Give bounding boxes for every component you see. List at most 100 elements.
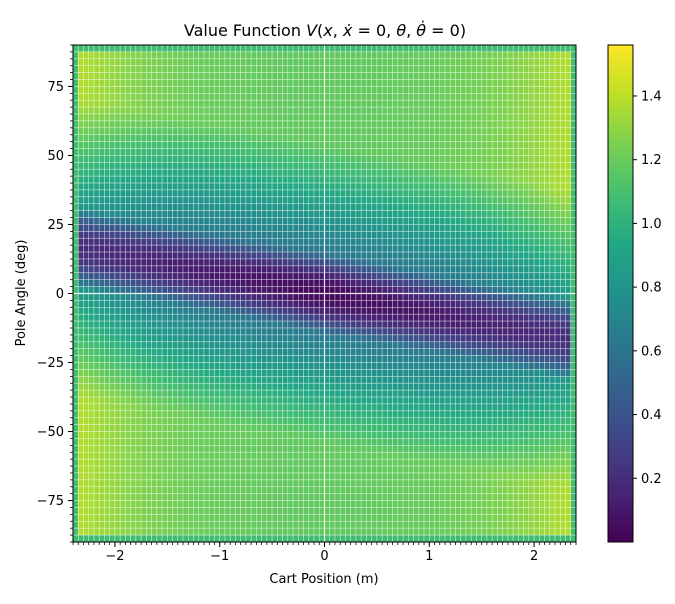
heatmap-cell bbox=[172, 334, 179, 343]
heatmap-cell bbox=[266, 196, 273, 205]
heatmap-cell bbox=[292, 355, 299, 363]
heatmap-cell bbox=[72, 272, 79, 280]
heatmap-cell bbox=[203, 244, 210, 253]
heatmap-cell bbox=[156, 341, 163, 350]
heatmap-cell bbox=[544, 203, 551, 211]
heatmap-cell bbox=[565, 369, 572, 377]
heatmap-cell bbox=[329, 106, 336, 115]
heatmap-cell bbox=[140, 155, 147, 163]
heatmap-cell bbox=[497, 279, 503, 287]
heatmap-cell bbox=[277, 196, 283, 205]
heatmap-cell bbox=[465, 327, 472, 336]
heatmap-cell bbox=[72, 251, 79, 260]
heatmap-cell bbox=[88, 113, 95, 122]
heatmap-cell bbox=[402, 369, 409, 377]
heatmap-cell bbox=[408, 72, 414, 80]
heatmap-cell bbox=[559, 265, 566, 274]
heatmap-cell bbox=[297, 348, 304, 356]
heatmap-cell bbox=[151, 300, 158, 308]
heatmap-cell bbox=[256, 307, 262, 315]
heatmap-cell bbox=[104, 327, 110, 336]
heatmap-cell bbox=[518, 334, 524, 343]
heatmap-cell bbox=[376, 279, 383, 287]
heatmap-cell bbox=[146, 244, 152, 253]
heatmap-cell bbox=[308, 382, 315, 391]
heatmap-cell bbox=[135, 175, 142, 184]
heatmap-cell bbox=[125, 313, 131, 322]
heatmap-cell bbox=[146, 99, 152, 108]
heatmap-cell bbox=[465, 369, 472, 377]
heatmap-cell bbox=[491, 120, 498, 129]
heatmap-cell bbox=[413, 355, 420, 363]
heatmap-cell bbox=[250, 362, 257, 370]
heatmap-cell bbox=[245, 244, 252, 253]
heatmap-cell bbox=[413, 382, 420, 391]
heatmap-cell bbox=[360, 148, 367, 156]
heatmap-cell bbox=[413, 258, 420, 267]
heatmap-cell bbox=[109, 99, 116, 108]
heatmap-cell bbox=[449, 196, 456, 205]
heatmap-cell bbox=[507, 382, 514, 391]
heatmap-cell bbox=[214, 279, 221, 287]
heatmap-cell bbox=[423, 382, 430, 391]
heatmap-cell bbox=[350, 369, 357, 377]
heatmap-cell bbox=[549, 44, 556, 53]
heatmap-cell bbox=[109, 106, 116, 115]
heatmap-cell bbox=[502, 182, 509, 191]
heatmap-cell bbox=[418, 51, 425, 60]
heatmap-cell bbox=[313, 168, 320, 177]
heatmap-cell bbox=[167, 134, 173, 142]
heatmap-cell bbox=[544, 237, 551, 246]
heatmap-cell bbox=[193, 210, 200, 218]
heatmap-cell bbox=[539, 51, 545, 60]
heatmap-cell bbox=[539, 44, 545, 53]
heatmap-cell bbox=[392, 58, 399, 67]
heatmap-cell bbox=[313, 348, 320, 356]
heatmap-cell bbox=[539, 65, 545, 73]
heatmap-cell bbox=[565, 72, 572, 80]
heatmap-cell bbox=[345, 72, 351, 80]
heatmap-cell bbox=[177, 341, 184, 350]
heatmap-cell bbox=[167, 196, 173, 205]
heatmap-cell bbox=[98, 293, 105, 301]
heatmap-cell bbox=[381, 348, 388, 356]
heatmap-cell bbox=[381, 320, 388, 329]
heatmap-cell bbox=[214, 148, 221, 156]
heatmap-cell bbox=[72, 293, 79, 301]
heatmap-cell bbox=[250, 120, 257, 129]
heatmap-cell bbox=[439, 389, 446, 398]
heatmap-cell bbox=[481, 217, 488, 225]
heatmap-cell bbox=[465, 113, 472, 122]
heatmap-cell bbox=[366, 217, 372, 225]
heatmap-cell bbox=[565, 168, 572, 177]
heatmap-cell bbox=[376, 51, 383, 60]
heatmap-cell bbox=[481, 79, 488, 87]
heatmap-cell bbox=[486, 313, 493, 322]
heatmap-cell bbox=[224, 237, 231, 246]
heatmap-cell bbox=[507, 106, 514, 115]
heatmap-cell bbox=[570, 210, 577, 218]
heatmap-cell bbox=[418, 231, 425, 239]
heatmap-cell bbox=[402, 93, 409, 101]
heatmap-cell bbox=[449, 93, 456, 101]
heatmap-cell bbox=[135, 148, 142, 156]
heatmap-cell bbox=[125, 72, 131, 80]
heatmap-cell bbox=[287, 106, 294, 115]
heatmap-cell bbox=[360, 196, 367, 205]
heatmap-cell bbox=[544, 382, 551, 391]
heatmap-cell bbox=[381, 141, 388, 149]
heatmap-cell bbox=[402, 272, 409, 280]
heatmap-cell bbox=[502, 307, 509, 315]
heatmap-cell bbox=[266, 355, 273, 363]
heatmap-cell bbox=[360, 293, 367, 301]
heatmap-cell bbox=[256, 300, 262, 308]
heatmap-cell bbox=[203, 279, 210, 287]
heatmap-cell bbox=[523, 86, 530, 94]
heatmap-cell bbox=[544, 113, 551, 122]
heatmap-cell bbox=[224, 389, 231, 398]
heatmap-cell bbox=[109, 79, 116, 87]
heatmap-cell bbox=[250, 341, 257, 350]
heatmap-cell bbox=[565, 265, 572, 274]
heatmap-cell bbox=[187, 162, 194, 170]
heatmap-cell bbox=[261, 231, 268, 239]
